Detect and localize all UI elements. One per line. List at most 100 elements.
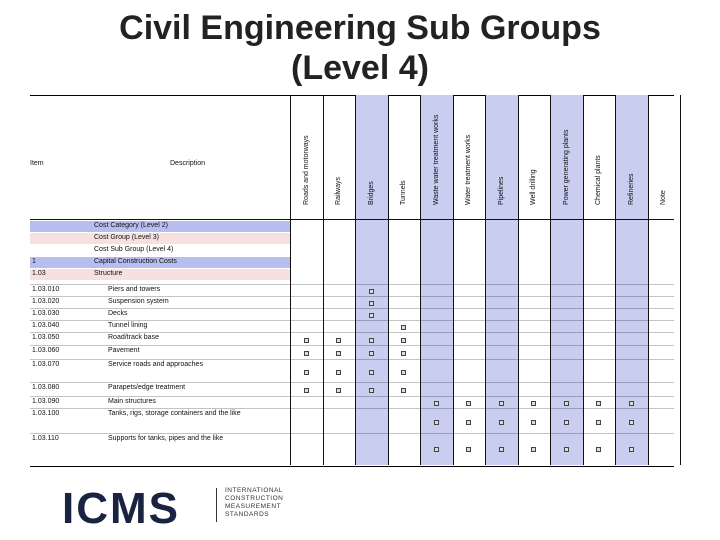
- logo-line-4: STANDARDS: [225, 511, 270, 518]
- column-header: Railways: [322, 95, 356, 219]
- row-code: 1.03.080: [32, 384, 60, 391]
- row-description: Pavement: [108, 347, 140, 354]
- column-body: [452, 219, 486, 465]
- column-body: [387, 219, 421, 465]
- applicability-marker: [531, 401, 537, 406]
- applicability-marker: [401, 370, 407, 375]
- row-code: 1.03.040: [32, 322, 60, 329]
- column-body: [290, 219, 323, 465]
- logo-tagline: INTERNATIONAL CONSTRUCTION MEASUREMENT S…: [225, 487, 283, 519]
- legend-band: [30, 221, 290, 232]
- row-divider: [30, 320, 674, 321]
- column-body: [420, 219, 453, 465]
- row-description: Main structures: [108, 398, 156, 405]
- applicability-marker: [498, 420, 504, 425]
- logo-wordmark: ICMS: [62, 484, 180, 533]
- row-code: 1: [32, 258, 36, 265]
- logo-line-3: MEASUREMENT: [225, 503, 282, 510]
- column-label: Waste water treatment works: [432, 114, 440, 205]
- row-code: 1.03.020: [32, 298, 60, 305]
- column-header: Note: [647, 95, 681, 219]
- row-description: Cost Group (Level 3): [94, 234, 159, 241]
- row-description: Supports for tanks, pipes and the like: [108, 435, 224, 442]
- applicability-marker: [303, 370, 309, 375]
- row-divider: [30, 308, 674, 309]
- column-label: Railways: [335, 176, 343, 205]
- column-header: Chemical plants: [582, 95, 616, 219]
- row-code: 1.03.100: [32, 410, 60, 417]
- applicability-marker: [368, 370, 374, 375]
- column-body: [355, 219, 388, 465]
- applicability-marker: [368, 301, 374, 306]
- applicability-marker: [303, 351, 309, 356]
- applicability-marker: [368, 351, 374, 356]
- column-label: Note: [660, 190, 668, 205]
- row-code: 1.03.050: [32, 334, 60, 341]
- applicability-marker: [368, 338, 374, 343]
- column-body: [582, 219, 616, 465]
- applicability-marker: [596, 420, 602, 425]
- applicability-marker: [401, 325, 407, 330]
- applicability-marker: [433, 401, 439, 406]
- legend-band: [30, 245, 290, 256]
- applicability-marker: [466, 420, 472, 425]
- column-body: [517, 219, 551, 465]
- page-title: Civil Engineering Sub Groups (Level 4): [0, 8, 720, 88]
- applicability-marker: [401, 338, 407, 343]
- row-description: Cost Sub Group (Level 4): [94, 246, 174, 253]
- applicability-marker: [336, 388, 342, 393]
- column-header: Waste water treatment works: [420, 95, 453, 219]
- applicability-marker: [368, 313, 374, 318]
- header-description: Description: [170, 160, 206, 167]
- sub-groups-table: [30, 95, 674, 467]
- row-divider: [30, 396, 674, 397]
- row-code: 1.03: [32, 270, 46, 277]
- applicability-marker: [596, 401, 602, 406]
- applicability-marker: [368, 289, 374, 294]
- applicability-marker: [628, 447, 634, 452]
- row-code: 1.03.110: [32, 435, 59, 442]
- applicability-marker: [336, 351, 342, 356]
- applicability-marker: [303, 388, 309, 393]
- applicability-marker: [336, 338, 342, 343]
- row-code: 1.03.010: [32, 286, 60, 293]
- column-header: Power generating plants: [550, 95, 583, 219]
- applicability-marker: [433, 447, 439, 452]
- header-item: Item: [30, 160, 44, 167]
- row-code: 1.03.070: [32, 361, 60, 368]
- column-body: [322, 219, 356, 465]
- row-description: Decks: [108, 310, 128, 317]
- row-description: Service roads and approaches: [108, 361, 203, 368]
- row-code: 1.03.060: [32, 347, 60, 354]
- applicability-marker: [303, 338, 309, 343]
- logo-line-2: CONSTRUCTION: [225, 495, 284, 502]
- row-divider: [30, 296, 674, 297]
- applicability-marker: [628, 401, 634, 406]
- applicability-marker: [401, 388, 407, 393]
- column-header: Roads and motorways: [290, 95, 323, 219]
- column-body: [550, 219, 583, 465]
- row-code: 1.03.090: [32, 398, 60, 405]
- logo-divider: [216, 488, 217, 522]
- column-header: Bridges: [355, 95, 388, 219]
- table-right-border: [680, 95, 681, 465]
- applicability-marker: [531, 420, 537, 425]
- applicability-marker: [466, 401, 472, 406]
- column-header: Refineries: [615, 95, 648, 219]
- column-label: Tunnels: [400, 180, 408, 205]
- column-label: Pipelines: [497, 176, 505, 205]
- column-label: Roads and motorways: [302, 135, 310, 205]
- row-divider: [30, 284, 674, 285]
- column-header: Tunnels: [387, 95, 421, 219]
- column-label: Bridges: [367, 181, 375, 205]
- row-divider: [30, 345, 674, 346]
- column-label: Refineries: [627, 173, 635, 205]
- row-description: Tunnel lining: [108, 322, 148, 329]
- legend-band: [30, 257, 290, 268]
- column-header: Well drilling: [517, 95, 551, 219]
- applicability-marker: [466, 447, 472, 452]
- applicability-marker: [401, 351, 407, 356]
- row-description: Capital Construction Costs: [94, 258, 177, 265]
- applicability-marker: [531, 447, 537, 452]
- column-body: [647, 219, 681, 465]
